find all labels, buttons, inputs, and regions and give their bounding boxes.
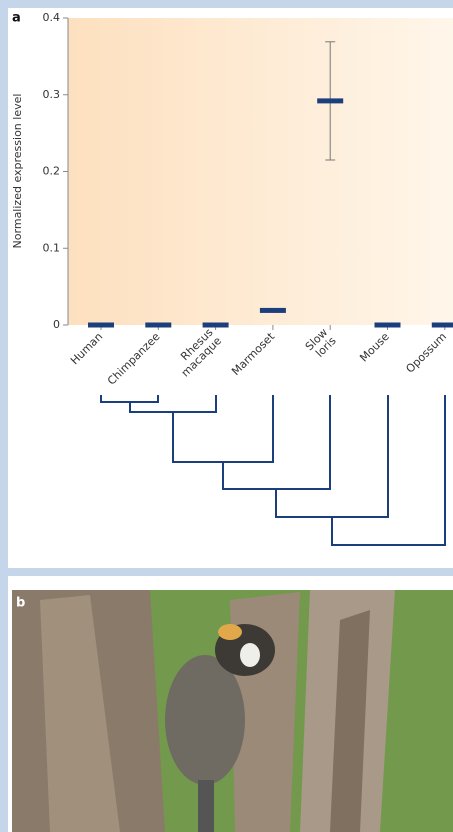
bar: [375, 323, 401, 328]
bar: [317, 98, 343, 103]
y-tick-label: 0.3: [43, 88, 61, 101]
bar: [260, 308, 286, 313]
y-tick-label: 0.1: [43, 241, 61, 254]
y-axis-label: Normalized expression level: [11, 94, 24, 249]
y-tick-label: 0.2: [43, 165, 61, 178]
y-tick-label: 0: [53, 318, 60, 331]
panel-label: b: [16, 596, 25, 611]
bar: [88, 323, 114, 328]
panel-label: a: [12, 11, 21, 26]
bar: [432, 323, 453, 328]
y-tick-label: 0.4: [43, 11, 61, 24]
photo: [12, 590, 453, 832]
plot-area: [68, 18, 453, 325]
bar: [145, 323, 171, 328]
figure: a Normalized expression level 0 0.1 0.2 0.3…: [0, 0, 453, 832]
bar: [203, 323, 229, 328]
